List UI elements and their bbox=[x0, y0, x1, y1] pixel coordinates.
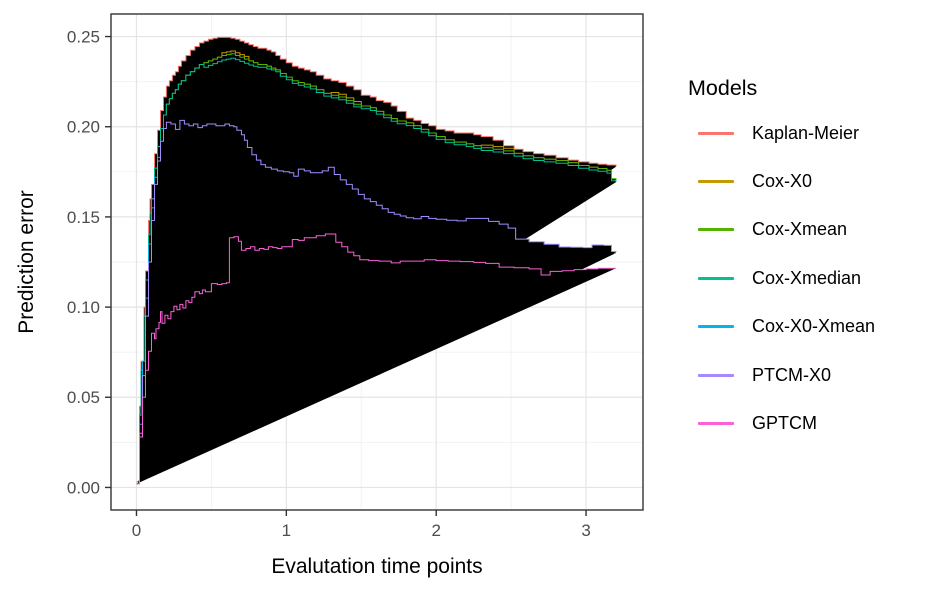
y-tick-label: 0.10 bbox=[67, 298, 100, 317]
legend-label: Kaplan-Meier bbox=[752, 122, 860, 143]
legend-item-cox-x0-xmean: Cox-X0-Xmean bbox=[688, 303, 938, 351]
legend-key-line-gptcm bbox=[698, 422, 734, 426]
legend-item-ptcm-x0: PTCM-X0 bbox=[688, 351, 938, 399]
legend-label: Cox-X0 bbox=[752, 171, 813, 192]
y-tick-label: 0.20 bbox=[67, 118, 100, 137]
legend-key-line-cox-x0 bbox=[698, 180, 734, 184]
legend-item-gptcm: GPTCM bbox=[688, 399, 938, 447]
x-tick-label: 0 bbox=[132, 521, 141, 540]
legend-rows: Kaplan-Meier Cox-X0 Cox-Xmean Cox-Xmedian Co… bbox=[688, 109, 938, 448]
y-tick-label: 0.05 bbox=[67, 388, 100, 407]
legend: Models Kaplan-Meier Cox-X0 Cox-Xmean Cox-Xm… bbox=[688, 76, 938, 448]
legend-item-cox-xmedian: Cox-Xmedian bbox=[688, 254, 938, 302]
legend-key-line-cox-xmedian bbox=[698, 276, 734, 280]
axis-tick-labels: 0 1 2 3 0.00 0.05 0.10 0.15 0.20 0.25 bbox=[67, 27, 591, 540]
panel-border bbox=[110, 13, 644, 511]
legend-label: Cox-X0-Xmean bbox=[752, 316, 876, 337]
series-line-gptcm bbox=[136, 233, 616, 485]
axis-ticks bbox=[105, 35, 587, 516]
y-tick-label: 0.15 bbox=[67, 208, 100, 227]
legend-label: Cox-Xmedian bbox=[752, 267, 862, 288]
legend-label: GPTCM bbox=[752, 413, 817, 434]
legend-label: Cox-Xmean bbox=[752, 219, 848, 240]
legend-key-line-kaplan-meier bbox=[698, 131, 734, 135]
legend-key-line-ptcm-x0 bbox=[698, 373, 734, 377]
legend-title: Models bbox=[688, 76, 758, 100]
legend-item-cox-x0: Cox-X0 bbox=[688, 157, 938, 205]
x-tick-label: 2 bbox=[431, 521, 440, 540]
legend-key-line-cox-xmean bbox=[698, 228, 734, 232]
y-tick-label: 0.00 bbox=[67, 478, 100, 497]
legend-label: PTCM-X0 bbox=[752, 364, 832, 385]
y-axis-title: Prediction error bbox=[15, 190, 38, 334]
y-tick-label: 0.25 bbox=[67, 27, 100, 46]
legend-key-line-cox-x0-xmean bbox=[698, 325, 734, 329]
legend-item-cox-xmean: Cox-Xmean bbox=[688, 206, 938, 254]
x-tick-label: 3 bbox=[581, 521, 590, 540]
x-axis-title: Evalutation time points bbox=[271, 555, 483, 578]
x-tick-label: 1 bbox=[282, 521, 291, 540]
legend-item-kaplan-meier: Kaplan-Meier bbox=[688, 109, 938, 157]
